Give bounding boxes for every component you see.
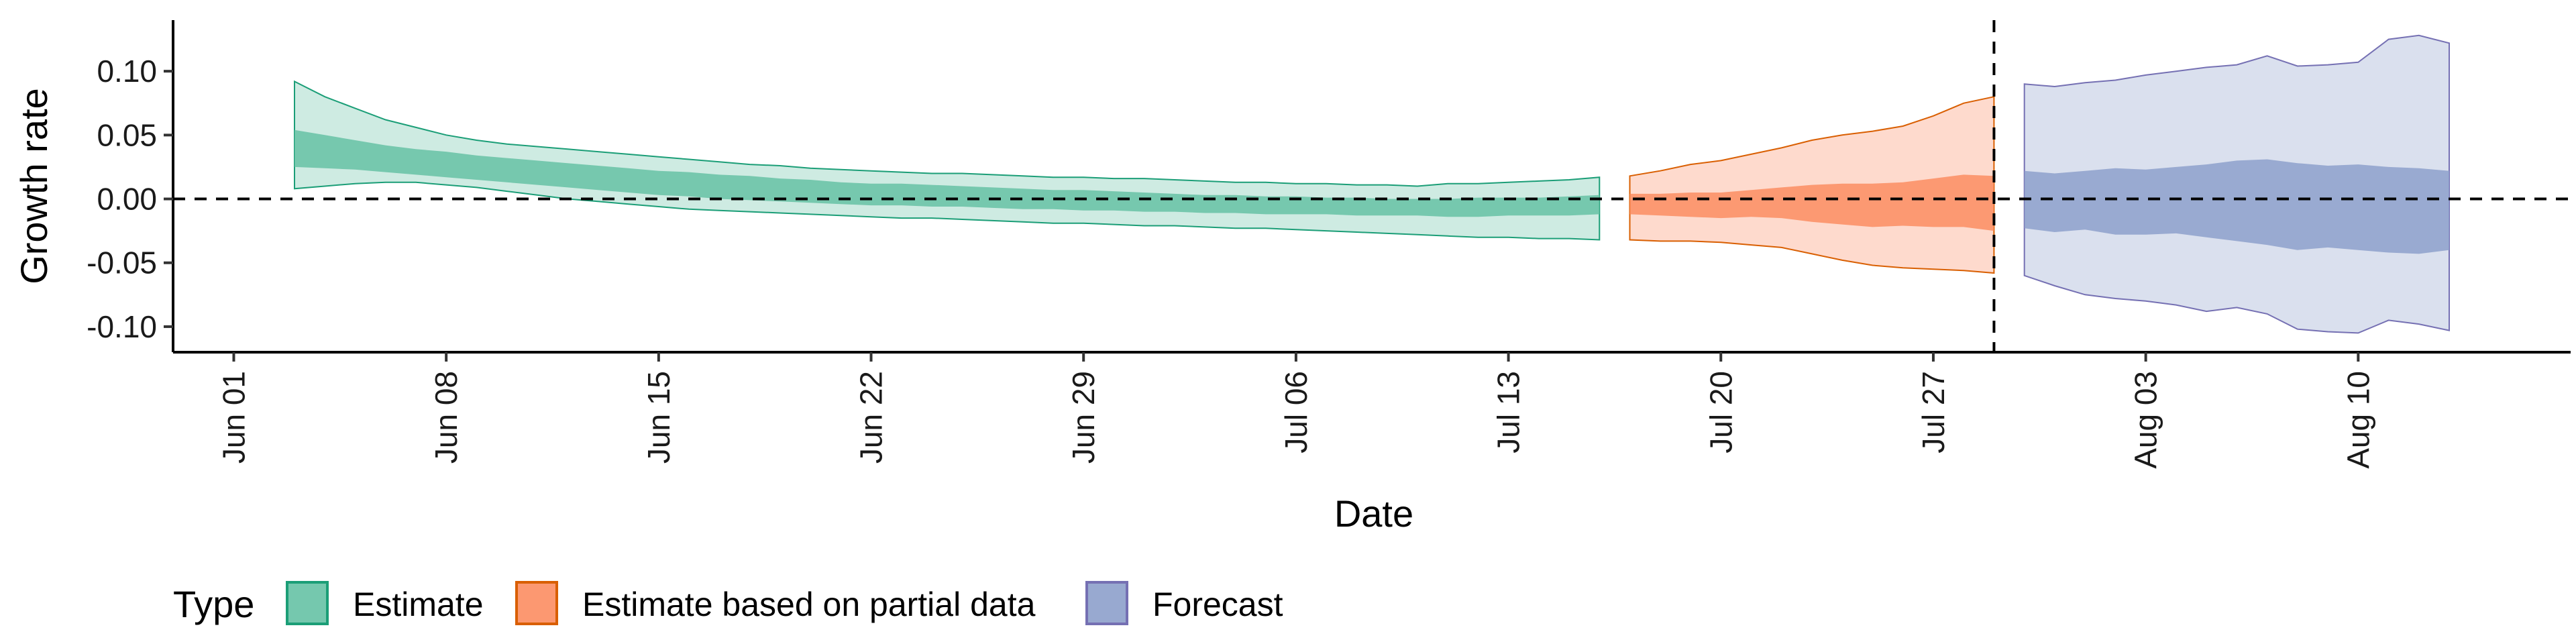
y-tick-label: -0.10 [87, 309, 157, 344]
y-tick-label: 0.00 [97, 182, 157, 217]
y-tick-label: -0.05 [87, 246, 157, 280]
legend-swatch [515, 581, 558, 625]
x-tick-label: Jul 27 [1916, 371, 1951, 453]
legend-item: Forecast [1085, 581, 1283, 625]
x-tick-label: Jul 20 [1703, 371, 1738, 453]
legend-swatch [1085, 581, 1128, 625]
legend-swatch [286, 581, 329, 625]
legend-label: Estimate [353, 586, 484, 623]
legend-label: Forecast [1152, 586, 1283, 623]
y-tick-label: 0.05 [97, 117, 157, 152]
legend-item: Estimate [286, 581, 484, 625]
x-tick-label: Jun 01 [217, 371, 252, 464]
series-forecast [2023, 34, 2450, 334]
axes [172, 20, 2571, 354]
legend: Type Estimate Estimate based on partial d… [173, 581, 1283, 625]
inner-ribbon [2024, 159, 2449, 254]
inner-ribbon [1629, 174, 1994, 231]
x-tick-label: Jun 08 [429, 371, 464, 464]
series-estimate [294, 80, 1601, 241]
y-axis-ticks: 0.10 0.05 0.00 -0.05 -0.10 [87, 54, 173, 344]
x-axis-ticks: Jun 01 Jun 08 Jun 15 Jun 22 Jun 29 Jul 06 Jul … [217, 352, 2375, 469]
legend-label: Estimate based on partial data [582, 586, 1036, 623]
x-tick-label: Jun 22 [854, 371, 889, 464]
series-estimate-based-on-partial-data [1629, 95, 1995, 274]
x-tick-label: Jul 13 [1491, 371, 1526, 453]
x-tick-label: Aug 10 [2341, 371, 2375, 469]
x-tick-label: Jun 29 [1066, 371, 1101, 464]
x-tick-label: Jun 15 [641, 371, 676, 464]
x-axis-title: Date [1334, 492, 1413, 535]
outer-ribbon [1629, 95, 1995, 274]
x-tick-label: Aug 03 [2129, 371, 2163, 469]
ribbon-layer [294, 34, 2450, 334]
reference-lines [173, 20, 2571, 352]
legend-item: Estimate based on partial data [515, 581, 1036, 625]
y-axis-title: Growth rate [13, 88, 55, 284]
legend-title: Type [173, 583, 254, 625]
y-tick-label: 0.10 [97, 54, 157, 89]
x-tick-label: Jul 06 [1279, 371, 1313, 453]
